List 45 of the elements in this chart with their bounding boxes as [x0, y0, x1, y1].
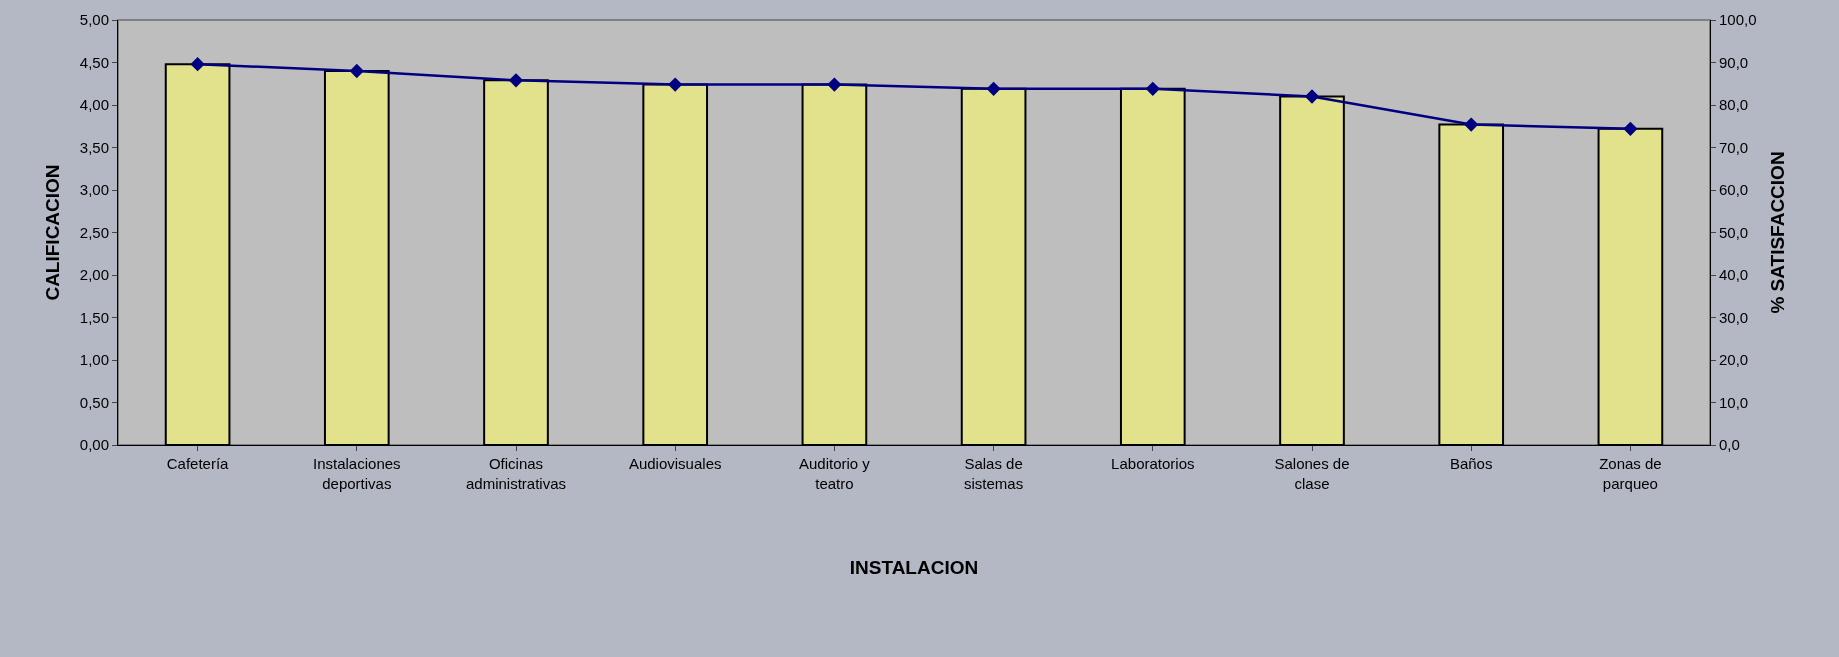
x-tick-label: Baños — [1449, 455, 1493, 472]
y2-tick-label: 10,0 — [1719, 393, 1749, 411]
y-tick-label: 1,50 — [79, 308, 109, 326]
point — [668, 77, 683, 92]
y2-tick-label: 80,0 — [1719, 96, 1749, 114]
y-tick-label: 4,00 — [79, 96, 109, 114]
x-axis-title: INSTALACION — [849, 557, 979, 579]
y2-tick-label: 20,0 — [1719, 351, 1749, 369]
y2-tick-label: 40,0 — [1719, 266, 1749, 284]
y-tick-label: 0,50 — [79, 393, 109, 411]
point — [986, 81, 1001, 96]
point — [1145, 81, 1160, 96]
point — [190, 57, 205, 72]
y2-tick-label: 30,0 — [1719, 308, 1749, 326]
point — [1464, 117, 1479, 132]
y-tick-label: 4,50 — [79, 53, 109, 71]
x-tick-label: Cafetería — [166, 455, 230, 472]
x-tick-label: Audiovisuales — [628, 455, 722, 472]
x-tick-label: Oficinas administrativas — [465, 455, 567, 492]
y-tick-label: 2,50 — [79, 223, 109, 241]
y2-tick-label: 90,0 — [1719, 53, 1749, 71]
x-tick-label: Auditorio y teatro — [798, 455, 871, 492]
y2-tick-label: 60,0 — [1719, 181, 1749, 199]
y-tick-label: 5,00 — [79, 11, 109, 29]
y-tick-label: 1,00 — [79, 351, 109, 369]
y-tick-label: 3,00 — [79, 181, 109, 199]
point — [827, 77, 842, 92]
y2-tick-label: 100,0 — [1719, 11, 1757, 29]
x-tick-label: Salones de clase — [1274, 455, 1350, 492]
x-tick-label: Instalaciones deportivas — [313, 455, 401, 492]
y-axis-title: CALIFICACION — [41, 164, 63, 301]
y2-tick-label: 70,0 — [1719, 138, 1749, 156]
y2-tick-label: 0,0 — [1719, 436, 1740, 454]
y-tick-label: 2,00 — [79, 266, 109, 284]
x-tick-label: Salas de sistemas — [964, 455, 1024, 492]
x-tick-label: Laboratorios — [1111, 455, 1195, 472]
y2-tick-label: 50,0 — [1719, 223, 1749, 241]
y2-axis-title: % SATISFACCION — [1767, 151, 1789, 314]
x-tick-label: Zonas de parqueo — [1599, 455, 1662, 492]
point — [508, 73, 524, 88]
y-tick-label: 3,50 — [79, 138, 109, 156]
point — [349, 63, 364, 79]
y-tick-label: 0,00 — [79, 436, 109, 454]
point — [1623, 121, 1638, 136]
point — [1304, 89, 1320, 104]
